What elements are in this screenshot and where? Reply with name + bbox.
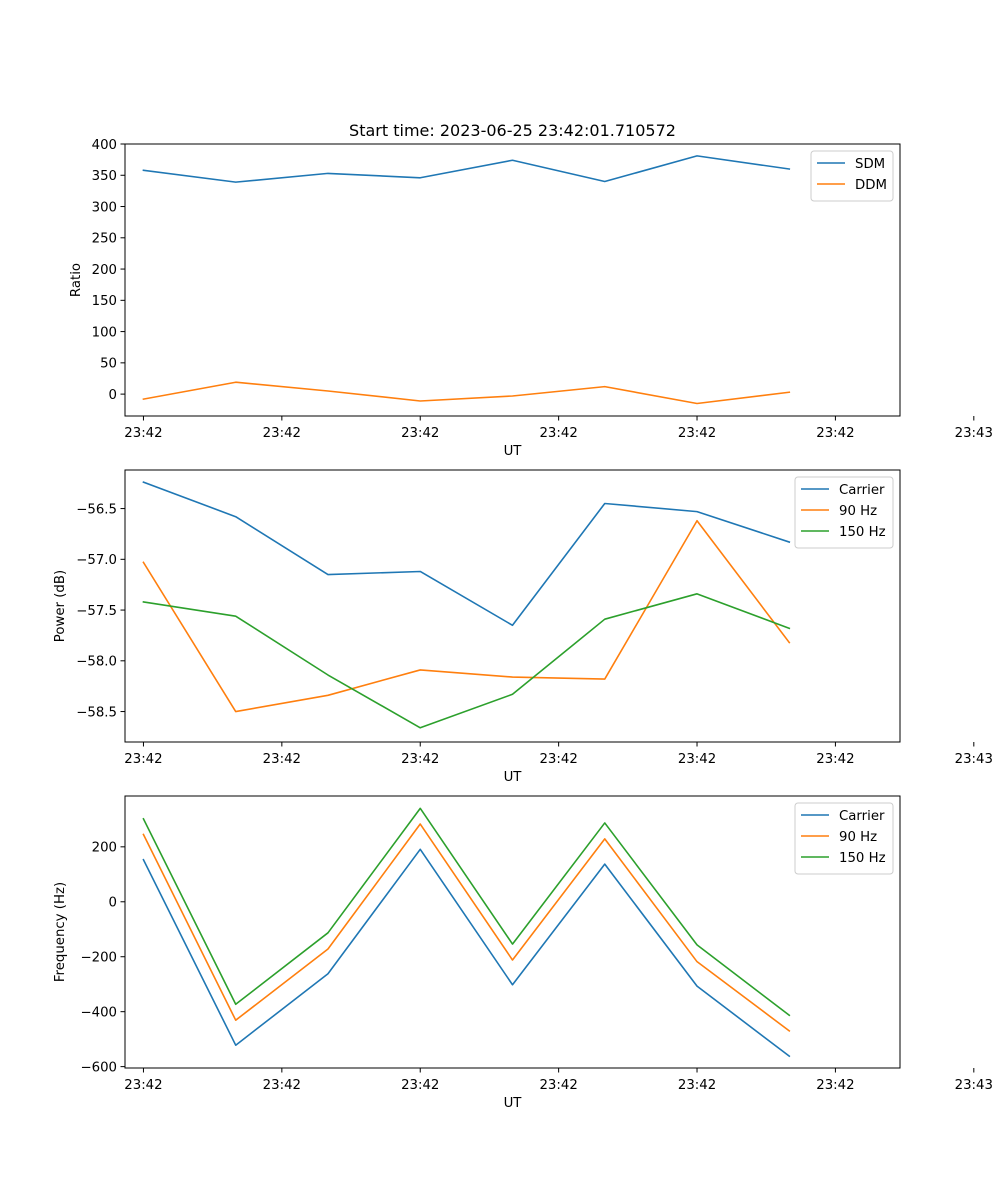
x-tick-label: 23:42 [263, 426, 301, 441]
chart-panel-3: 23:42 23:42 23:42 23:42 23:42 23:42 23:43 −600 −… [53, 795, 993, 1111]
y-tick-label: −56.5 [76, 502, 117, 517]
legend-entry: 150 Hz [839, 525, 886, 540]
series-line-sdm [142, 155, 791, 183]
legend: Carrier 90 Hz 150 Hz [794, 476, 894, 549]
y-tick-label: 350 [92, 169, 117, 184]
y-tick-label: −58.0 [76, 655, 117, 670]
x-tick-label: 23:42 [401, 1078, 439, 1093]
legend-entry: Carrier [839, 809, 885, 824]
x-tick-label: 23:42 [539, 752, 577, 767]
x-tick-label: 23:43 [955, 426, 993, 441]
x-tick-label: 23:43 [955, 752, 993, 767]
x-tick-label: 23:42 [816, 752, 854, 767]
x-tick-label: 23:42 [401, 426, 439, 441]
legend-entry: 90 Hz [839, 830, 877, 845]
legend-entry: 90 Hz [839, 504, 877, 519]
y-axis-label: Frequency (Hz) [53, 882, 68, 982]
chart-panel-2: 23:42 23:42 23:42 23:42 23:42 23:42 23:43 −58.5… [53, 469, 993, 785]
y-tick-label: 50 [100, 357, 117, 372]
axes-frame [124, 795, 901, 1069]
series-line-150-hz [142, 593, 791, 729]
legend-entry: SDM [855, 157, 885, 172]
legend-entry: Carrier [839, 483, 885, 498]
legend: SDM DDM [810, 150, 894, 202]
legend-entry: 150 Hz [839, 851, 886, 866]
series-line-90-hz [142, 823, 791, 1033]
y-axis-label: Power (dB) [53, 570, 68, 642]
x-tick-label: 23:42 [401, 752, 439, 767]
series-line-carrier [142, 481, 791, 627]
x-axis-label: UT [504, 770, 523, 785]
series-line-carrier [142, 848, 791, 1058]
x-tick-label: 23:42 [678, 426, 716, 441]
y-tick-label: −200 [80, 951, 117, 966]
y-tick-label: 100 [92, 325, 117, 340]
axes-frame [124, 469, 901, 743]
y-tick-label: −600 [80, 1060, 117, 1075]
y-tick-label: 250 [92, 232, 117, 247]
series-line-ddm [142, 381, 791, 405]
y-tick-label: 0 [109, 388, 117, 403]
x-tick-label: 23:42 [678, 752, 716, 767]
y-tick-label: 200 [92, 263, 117, 278]
y-tick-label: 200 [92, 841, 117, 856]
y-tick-label: 150 [92, 294, 117, 309]
x-tick-label: 23:42 [124, 752, 162, 767]
x-tick-label: 23:42 [816, 1078, 854, 1093]
x-axis-label: UT [504, 444, 523, 459]
x-tick-label: 23:43 [955, 1078, 993, 1093]
x-tick-label: 23:42 [539, 426, 577, 441]
y-tick-label: 0 [109, 896, 117, 911]
y-tick-label: −57.0 [76, 553, 117, 568]
x-tick-label: 23:42 [263, 752, 301, 767]
y-tick-label: 400 [92, 138, 117, 153]
x-tick-label: 23:42 [539, 1078, 577, 1093]
y-tick-label: −58.5 [76, 705, 117, 720]
x-tick-label: 23:42 [124, 1078, 162, 1093]
x-tick-label: 23:42 [124, 426, 162, 441]
series-line-90-hz [142, 519, 791, 713]
y-tick-label: −57.5 [76, 604, 117, 619]
legend: Carrier 90 Hz 150 Hz [794, 802, 894, 875]
y-tick-label: −400 [80, 1005, 117, 1020]
chart-panel-1: 23:42 23:42 23:42 23:42 23:42 23:42 23:43 0 50 10… [69, 138, 993, 459]
series-line-150-hz [142, 807, 791, 1017]
y-tick-label: 300 [92, 200, 117, 215]
x-tick-label: 23:42 [816, 426, 854, 441]
x-axis-label: UT [504, 1096, 523, 1111]
y-axis-label: Ratio [69, 263, 84, 297]
axes-frame [124, 143, 901, 417]
legend-entry: DDM [855, 178, 887, 193]
x-tick-label: 23:42 [263, 1078, 301, 1093]
chart-title: Start time: 2023-06-25 23:42:01.710572 [349, 121, 676, 140]
x-tick-label: 23:42 [678, 1078, 716, 1093]
